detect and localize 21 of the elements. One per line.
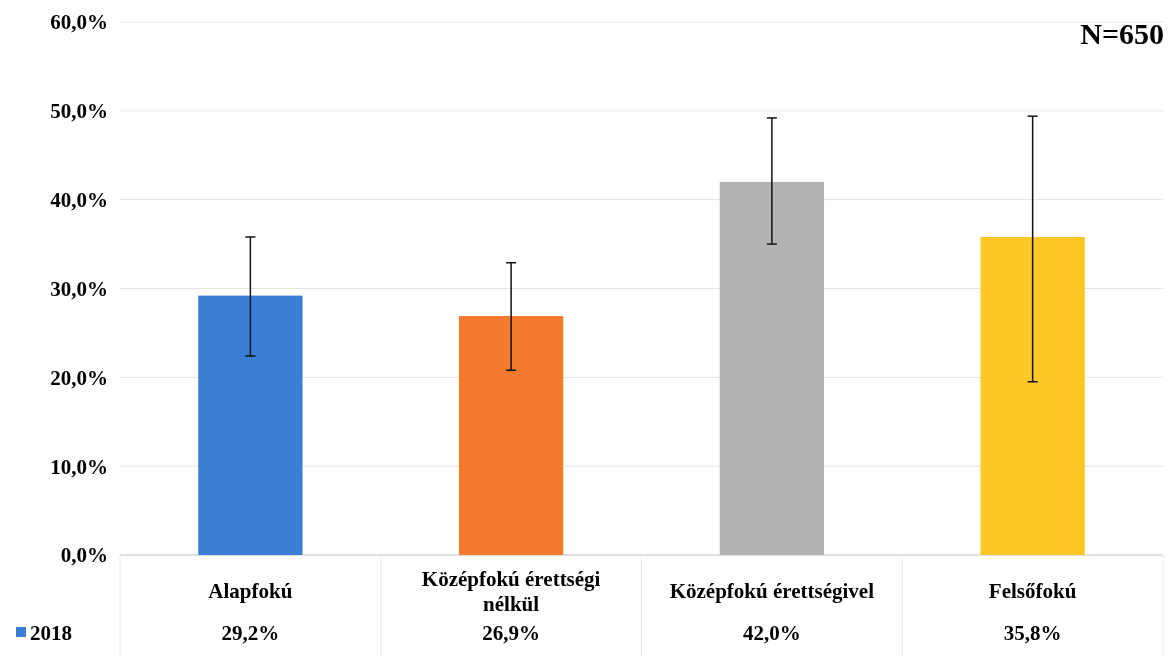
- bar: [458, 316, 564, 555]
- x-tick-label: Alapfokú: [208, 579, 293, 603]
- data-label: 42,0%: [743, 621, 801, 645]
- legend-label: 2018: [30, 621, 72, 645]
- y-tick-label: 30,0%: [50, 276, 108, 301]
- x-tick-label: Felsőfokú: [988, 579, 1077, 603]
- bar: [980, 236, 1085, 555]
- y-tick-label: 40,0%: [50, 188, 108, 213]
- bar: [719, 181, 825, 555]
- data-label: 35,8%: [1003, 621, 1062, 645]
- y-tick-label: 0,0%: [60, 543, 108, 568]
- y-tick-label: 20,0%: [50, 365, 108, 390]
- x-tick-label: Középfokú érettségivel: [669, 579, 875, 603]
- data-label: 26,9%: [482, 621, 540, 645]
- y-tick-label: 10,0%: [50, 454, 108, 479]
- bar: [198, 295, 303, 555]
- annotation: N=650: [1080, 17, 1164, 50]
- data-label: 29,2%: [221, 621, 280, 645]
- x-tick-label: Középfokú érettségi nélkül: [421, 567, 601, 616]
- y-tick-label: 60,0%: [50, 10, 108, 35]
- y-tick-label: 50,0%: [50, 99, 108, 124]
